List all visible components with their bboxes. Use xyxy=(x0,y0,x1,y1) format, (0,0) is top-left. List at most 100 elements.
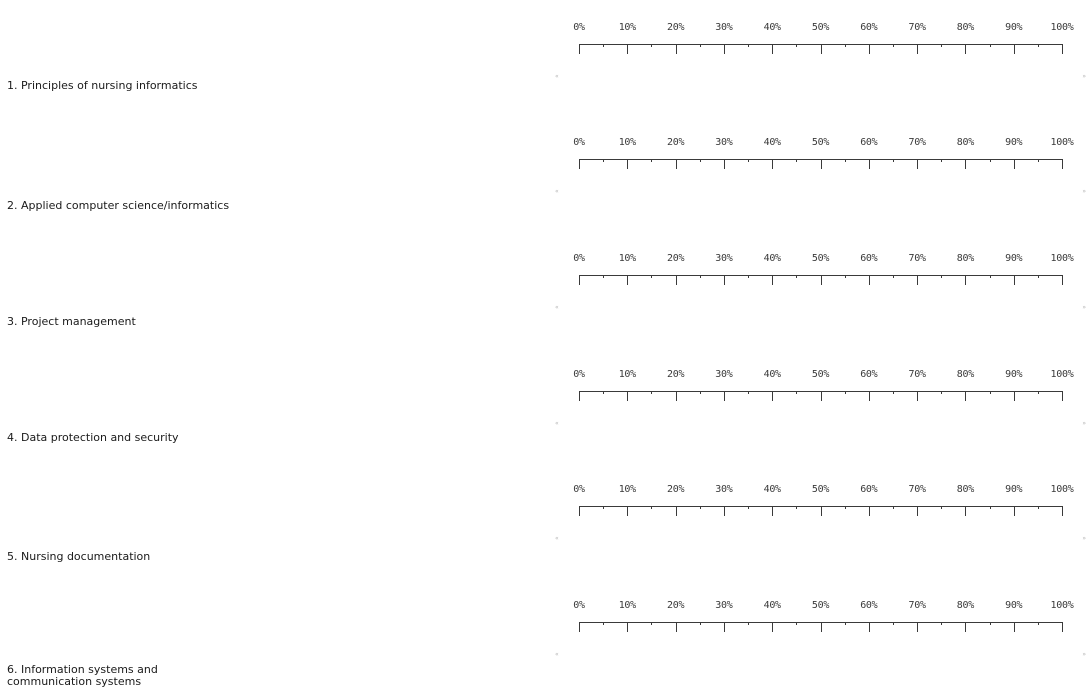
ruler-major-tick xyxy=(676,506,677,516)
percentage-slider[interactable]: « » xyxy=(555,185,1088,205)
ruler-minor-tick xyxy=(1038,159,1039,162)
scale-tick-label: 60% xyxy=(860,137,878,148)
percentage-scale: 0% 10% 20% 30% 40% 50% 60% 70% 80% 90% 100% « » xyxy=(555,115,1088,230)
scale-tick-label: 100% xyxy=(1050,137,1074,148)
ruler-minor-tick xyxy=(748,622,749,625)
scale-ruler xyxy=(579,506,1063,518)
scale-tick-label: 50% xyxy=(811,137,830,148)
ruler-major-tick xyxy=(1014,275,1015,285)
ruler-minor-tick xyxy=(941,159,942,162)
ruler-major-tick xyxy=(1062,391,1063,401)
ruler-major-tick xyxy=(579,275,580,285)
rating-item: 6. Information systems and communication… xyxy=(0,578,1088,693)
ruler-minor-tick xyxy=(990,391,991,394)
ruler-major-tick xyxy=(627,622,628,632)
ruler-minor-tick xyxy=(893,506,894,509)
ruler-major-tick xyxy=(821,159,822,169)
ruler-major-tick xyxy=(676,391,677,401)
scale-tick-labels: 0% 10% 20% 30% 40% 50% 60% 70% 80% 90% 100% xyxy=(562,484,1088,498)
scale-tick-labels: 0% 10% 20% 30% 40% 50% 60% 70% 80% 90% 100% xyxy=(562,22,1088,36)
scale-tick-label: 90% xyxy=(1005,253,1023,264)
scale-tick-label: 40% xyxy=(763,137,781,148)
scale-tick-label: 90% xyxy=(1005,600,1023,611)
ruler-major-tick xyxy=(676,159,677,169)
ruler-major-tick xyxy=(1014,159,1015,169)
percentage-slider[interactable]: « » xyxy=(555,301,1088,321)
scale-tick-label: 20% xyxy=(667,600,685,611)
scale-tick-label: 80% xyxy=(956,137,974,148)
ruler-major-tick xyxy=(869,159,870,169)
ruler-minor-tick xyxy=(748,275,749,278)
scale-tick-label: 0% xyxy=(573,253,585,264)
ruler-minor-tick xyxy=(845,44,846,47)
scale-tick-label: 0% xyxy=(573,22,585,33)
scale-tick-label: 90% xyxy=(1005,137,1023,148)
ruler-major-tick xyxy=(676,44,677,54)
slider-end-cap: » xyxy=(1082,188,1086,195)
scale-tick-label: 20% xyxy=(667,484,685,495)
rating-item: 1. Principles of nursing informatics 0% 1… xyxy=(0,0,1088,115)
scale-tick-labels: 0% 10% 20% 30% 40% 50% 60% 70% 80% 90% 100% xyxy=(562,253,1088,267)
scale-tick-label: 80% xyxy=(956,253,974,264)
rating-item: 4. Data protection and security 0% 10% 20%… xyxy=(0,347,1088,462)
scale-tick-label: 20% xyxy=(667,22,685,33)
ruler-major-tick xyxy=(821,44,822,54)
ruler-minor-tick xyxy=(651,391,652,394)
ruler-major-tick xyxy=(627,159,628,169)
scale-tick-label: 80% xyxy=(956,484,974,495)
ruler-minor-tick xyxy=(796,391,797,394)
ruler-major-tick xyxy=(627,44,628,54)
scale-tick-label: 80% xyxy=(956,600,974,611)
scale-tick-label: 20% xyxy=(667,253,685,264)
scale-tick-label: 60% xyxy=(860,484,878,495)
scale-tick-label: 10% xyxy=(618,369,636,380)
scale-tick-label: 70% xyxy=(908,22,926,33)
scale-tick-label: 0% xyxy=(573,600,585,611)
scale-tick-label: 60% xyxy=(860,253,878,264)
ruler-minor-tick xyxy=(1038,622,1039,625)
ruler-major-tick xyxy=(772,391,773,401)
ruler-line xyxy=(579,391,1062,392)
scale-tick-label: 90% xyxy=(1005,369,1023,380)
ruler-major-tick xyxy=(821,391,822,401)
percentage-scale: 0% 10% 20% 30% 40% 50% 60% 70% 80% 90% 100% « » xyxy=(555,347,1088,462)
scale-tick-label: 30% xyxy=(715,253,733,264)
ruler-major-tick xyxy=(917,622,918,632)
scale-tick-label: 40% xyxy=(763,22,781,33)
slider-end-cap: » xyxy=(1082,73,1086,80)
ruler-major-tick xyxy=(579,159,580,169)
ruler-minor-tick xyxy=(748,159,749,162)
scale-tick-label: 0% xyxy=(573,484,585,495)
scale-tick-label: 50% xyxy=(811,253,830,264)
ruler-major-tick xyxy=(869,275,870,285)
percentage-slider[interactable]: « » xyxy=(555,648,1088,668)
ruler-line xyxy=(579,506,1062,507)
rating-item: 3. Project management 0% 10% 20% 30% 40% 50% 6… xyxy=(0,231,1088,346)
ruler-minor-tick xyxy=(603,44,604,47)
ruler-major-tick xyxy=(1014,391,1015,401)
ruler-minor-tick xyxy=(603,506,604,509)
ruler-major-tick xyxy=(772,622,773,632)
ruler-minor-tick xyxy=(1038,391,1039,394)
ruler-major-tick xyxy=(869,44,870,54)
scale-tick-label: 40% xyxy=(763,600,781,611)
ruler-major-tick xyxy=(869,622,870,632)
ruler-minor-tick xyxy=(700,391,701,394)
ruler-major-tick xyxy=(821,506,822,516)
ruler-minor-tick xyxy=(700,159,701,162)
scale-tick-label: 50% xyxy=(811,484,830,495)
ruler-minor-tick xyxy=(796,622,797,625)
percentage-scale: 0% 10% 20% 30% 40% 50% 60% 70% 80% 90% 100% « » xyxy=(555,462,1088,577)
percentage-slider[interactable]: « » xyxy=(555,417,1088,437)
ruler-major-tick xyxy=(772,275,773,285)
scale-ruler xyxy=(579,159,1063,171)
ruler-line xyxy=(579,622,1062,623)
scale-tick-label: 40% xyxy=(763,484,781,495)
ruler-major-tick xyxy=(579,44,580,54)
item-label: 2. Applied computer science/informatics xyxy=(7,199,230,212)
ruler-minor-tick xyxy=(603,275,604,278)
scale-tick-label: 0% xyxy=(573,369,585,380)
ruler-line xyxy=(579,44,1062,45)
percentage-slider[interactable]: « » xyxy=(555,70,1088,90)
percentage-slider[interactable]: « » xyxy=(555,532,1088,552)
